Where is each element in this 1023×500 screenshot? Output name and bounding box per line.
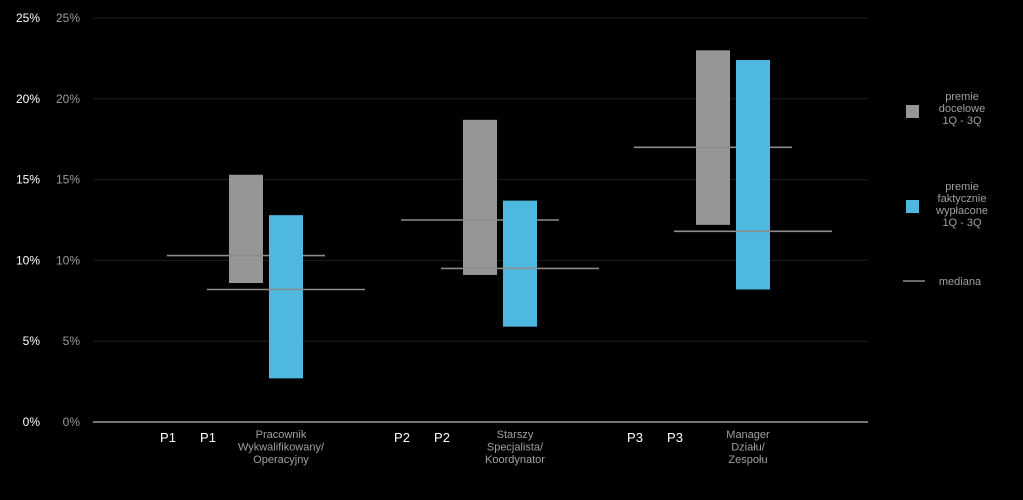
y-tick-label-outer: 5%: [23, 334, 41, 348]
y-tick-label-outer: 20%: [16, 92, 40, 106]
legend-label-median: mediana: [939, 276, 982, 288]
legend-label-target: docelowe: [939, 103, 985, 115]
legend-label-actual: premie: [945, 181, 979, 193]
category-label: Zespołu: [728, 454, 767, 466]
category-label: Starszy: [497, 429, 534, 441]
legend-swatch-target: [906, 105, 919, 118]
legend-label-actual: faktycznie: [938, 193, 987, 205]
category-label: Wykwalifikowany/: [238, 442, 325, 454]
y-tick-label-inner: 25%: [56, 11, 80, 25]
category-label: Działu/: [731, 442, 766, 454]
category-label: Pracownik: [256, 429, 307, 441]
range-bar-target: [696, 50, 730, 225]
y-tick-label-inner: 0%: [63, 415, 81, 429]
range-bar-target: [229, 174, 263, 284]
category-code: P1: [200, 430, 216, 445]
category-label: Koordynator: [485, 454, 545, 466]
y-tick-label-outer: 0%: [23, 415, 41, 429]
legend-label-target: 1Q - 3Q: [942, 115, 982, 127]
category-code: P3: [627, 430, 643, 445]
range-bar-actual: [736, 60, 770, 290]
category-label: Specjalista/: [487, 442, 544, 454]
legend-label-target: premie: [945, 91, 979, 103]
range-bar-actual: [269, 215, 303, 379]
y-tick-label-inner: 5%: [63, 334, 81, 348]
category-label: Manager: [726, 429, 770, 441]
y-tick-label-outer: 25%: [16, 11, 40, 25]
y-tick-label-inner: 10%: [56, 253, 80, 267]
category-code: P2: [394, 430, 410, 445]
legend-swatch-actual: [906, 200, 919, 213]
category-code: P2: [434, 430, 450, 445]
y-tick-label-outer: 15%: [16, 173, 40, 187]
category-code: P1: [160, 430, 176, 445]
legend-label-actual: wypłacone: [935, 205, 988, 217]
y-tick-label-inner: 20%: [56, 92, 80, 106]
category-code: P3: [667, 430, 683, 445]
y-tick-label-inner: 15%: [56, 173, 80, 187]
range-bar-actual: [503, 200, 537, 327]
category-label: Operacyjny: [253, 454, 309, 466]
y-tick-label-outer: 10%: [16, 253, 40, 267]
legend-label-actual: 1Q - 3Q: [942, 217, 982, 229]
range-bar-target: [463, 119, 497, 275]
